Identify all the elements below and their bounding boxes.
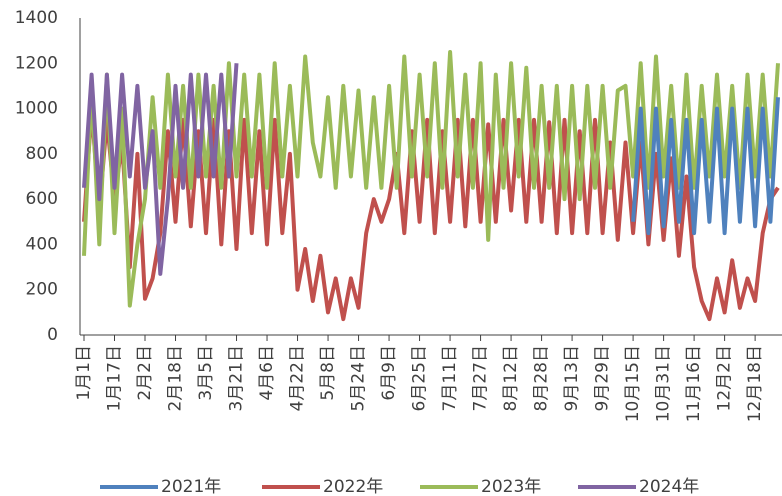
x-tick-label: 7月11日 — [440, 345, 460, 411]
x-tick-label: 12月2日 — [715, 345, 735, 411]
x-tick-label: 4月22日 — [288, 345, 308, 411]
x-tick-label: 3月5日 — [196, 345, 216, 401]
x-tick-label: 8月28日 — [532, 345, 552, 411]
legend-label: 2024年 — [639, 477, 699, 496]
x-tick-label: 10月15日 — [623, 345, 643, 422]
x-tick-label: 2月2日 — [135, 345, 155, 401]
x-tick-label: 9月13日 — [562, 345, 582, 411]
x-tick-label: 7月27日 — [471, 345, 491, 411]
series-line — [631, 97, 780, 236]
x-tick-label: 1月17日 — [105, 345, 125, 411]
x-tick-label: 10月31日 — [654, 345, 674, 422]
y-tick-label: 800 — [26, 144, 58, 164]
y-tick-label: 600 — [26, 189, 58, 209]
legend-label: 2022年 — [323, 477, 383, 496]
x-tick-label: 6月9日 — [379, 345, 399, 401]
x-tick-label: 9月29日 — [593, 345, 613, 411]
y-tick-label: 0 — [47, 325, 58, 345]
y-tick-label: 400 — [26, 234, 58, 254]
x-tick-label: 3月21日 — [227, 345, 247, 411]
legend-label: 2021年 — [161, 477, 221, 496]
y-tick-label: 1200 — [15, 53, 58, 73]
y-tick-label: 1000 — [15, 99, 58, 119]
x-tick-label: 5月8日 — [318, 345, 338, 401]
x-tick-label: 4月6日 — [257, 345, 277, 401]
y-tick-label: 1400 — [15, 8, 58, 28]
x-tick-label: 8月12日 — [501, 345, 521, 411]
x-tick-label: 11月16日 — [684, 345, 704, 422]
x-tick-label: 6月25日 — [410, 345, 430, 411]
series-line — [82, 50, 780, 308]
x-tick-label: 1月1日 — [74, 345, 94, 401]
x-tick-label: 5月24日 — [349, 345, 369, 411]
x-tick-label: 2月18日 — [166, 345, 186, 411]
series-line — [82, 63, 239, 276]
y-tick-label: 200 — [26, 280, 58, 300]
legend-label: 2023年 — [481, 477, 541, 496]
x-tick-label: 12月18日 — [745, 345, 765, 422]
